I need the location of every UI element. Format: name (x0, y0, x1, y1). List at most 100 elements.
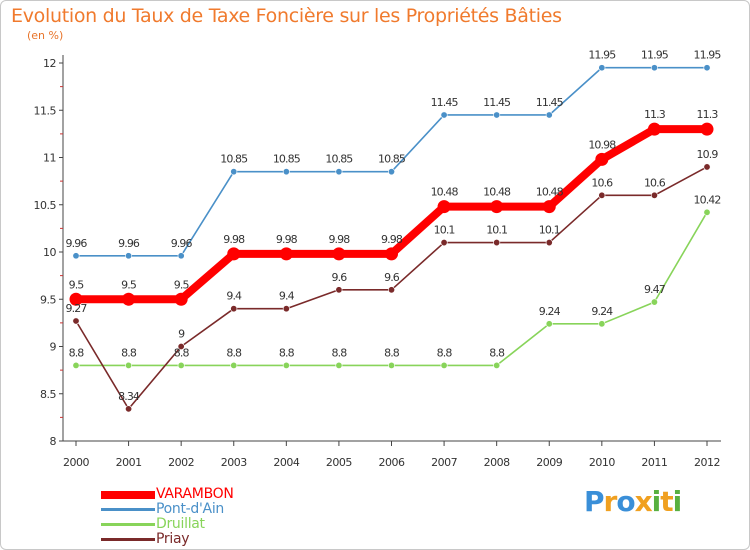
data-point (703, 208, 711, 216)
y-tick-label: 8.5 (40, 388, 56, 401)
data-point (227, 247, 241, 261)
data-label: 9.47 (644, 283, 666, 296)
data-label: 11.45 (536, 96, 564, 109)
x-tick-label: 2009 (536, 456, 562, 469)
data-point (493, 239, 501, 247)
legend-item: VARAMBON (101, 486, 421, 502)
data-point (335, 168, 343, 176)
data-label: 10.1 (486, 224, 507, 237)
data-point (174, 292, 188, 306)
x-tick-label: 2002 (168, 456, 194, 469)
data-point (282, 361, 290, 369)
data-label: 8.34 (118, 390, 140, 403)
legend-swatch (101, 523, 155, 526)
data-label: 11.95 (588, 49, 616, 62)
data-label: 11.45 (431, 96, 459, 109)
data-label: 8.8 (437, 346, 453, 359)
data-label: 8.8 (489, 346, 505, 359)
y-tick-label: 10 (43, 246, 56, 259)
data-point (282, 305, 290, 313)
x-tick-label: 2012 (694, 456, 720, 469)
data-label: 9.98 (276, 233, 298, 246)
data-label: 10.85 (378, 153, 406, 166)
data-point (279, 247, 293, 261)
data-point (69, 292, 83, 306)
data-point (703, 163, 711, 171)
data-point (72, 317, 80, 325)
data-label: 8.8 (69, 346, 85, 359)
y-tick-label: 12 (43, 57, 56, 70)
proxiti-logo: Proxiti (584, 485, 683, 518)
logo-letter: i (672, 485, 683, 518)
data-label: 9.5 (121, 278, 137, 291)
data-point (545, 239, 553, 247)
data-point (177, 252, 185, 260)
data-point (650, 64, 658, 72)
data-point (545, 320, 553, 328)
data-label: 10.48 (536, 186, 564, 199)
data-point (437, 200, 451, 214)
data-label: 9.98 (328, 233, 350, 246)
data-label: 9.96 (118, 237, 140, 250)
y-tick-label: 8 (50, 435, 57, 448)
data-point (230, 168, 238, 176)
legend: VARAMBON Pont-d'Ain Druillat Priay (101, 486, 421, 547)
x-tick-label: 2003 (221, 456, 247, 469)
data-label: 10.6 (644, 176, 666, 189)
data-point (493, 111, 501, 119)
data-label: 8.8 (226, 346, 242, 359)
data-point (230, 305, 238, 313)
data-point (385, 247, 398, 261)
data-label: 10.1 (434, 224, 455, 237)
data-label: 9 (178, 328, 185, 341)
logo-letter: P (584, 485, 605, 518)
data-label: 8.8 (279, 346, 295, 359)
data-label: 9.4 (226, 290, 242, 303)
data-label: 9.24 (539, 305, 561, 318)
data-label: 9.27 (66, 302, 88, 315)
data-label: 9.5 (69, 278, 85, 291)
data-label: 11.95 (641, 49, 669, 62)
x-tick-label: 2004 (273, 456, 299, 469)
data-point (177, 342, 185, 350)
legend-label: Pont-d'Ain (156, 501, 224, 517)
x-tick-label: 2005 (326, 456, 352, 469)
x-tick-label: 2007 (431, 456, 457, 469)
legend-item: Priay (101, 531, 421, 547)
x-tick-label: 2011 (641, 456, 667, 469)
data-label: 9.98 (381, 233, 403, 246)
data-label: 10.85 (325, 153, 353, 166)
data-label: 9.6 (332, 271, 348, 284)
data-point (598, 191, 606, 199)
data-point (542, 200, 556, 214)
data-label: 9.24 (591, 305, 613, 318)
data-point (440, 361, 448, 369)
data-label: 9.96 (171, 237, 193, 250)
x-tick-label: 2006 (379, 456, 405, 469)
data-point (490, 200, 504, 214)
data-label: 9.4 (279, 290, 295, 303)
data-label: 11.3 (644, 108, 666, 121)
data-point (700, 122, 714, 136)
legend-swatch (101, 508, 155, 511)
data-point (282, 168, 290, 176)
logo-letter: r (603, 485, 618, 518)
data-label: 10.85 (220, 153, 248, 166)
logo-letter: x (634, 485, 653, 518)
x-tick-label: 2010 (589, 456, 615, 469)
data-point (72, 252, 80, 260)
data-point (125, 252, 133, 260)
data-point (335, 361, 343, 369)
data-label: 10.85 (273, 153, 301, 166)
data-point (650, 191, 658, 199)
legend-label: Priay (156, 531, 190, 547)
legend-swatch (101, 491, 155, 499)
data-point (703, 64, 711, 72)
data-point (122, 292, 136, 306)
legend-swatch (101, 538, 155, 541)
data-label: 8.8 (332, 346, 348, 359)
data-point (177, 361, 185, 369)
data-label: 11.95 (694, 49, 722, 62)
data-label: 10.9 (697, 148, 719, 161)
y-tick-label: 10.5 (34, 199, 57, 212)
